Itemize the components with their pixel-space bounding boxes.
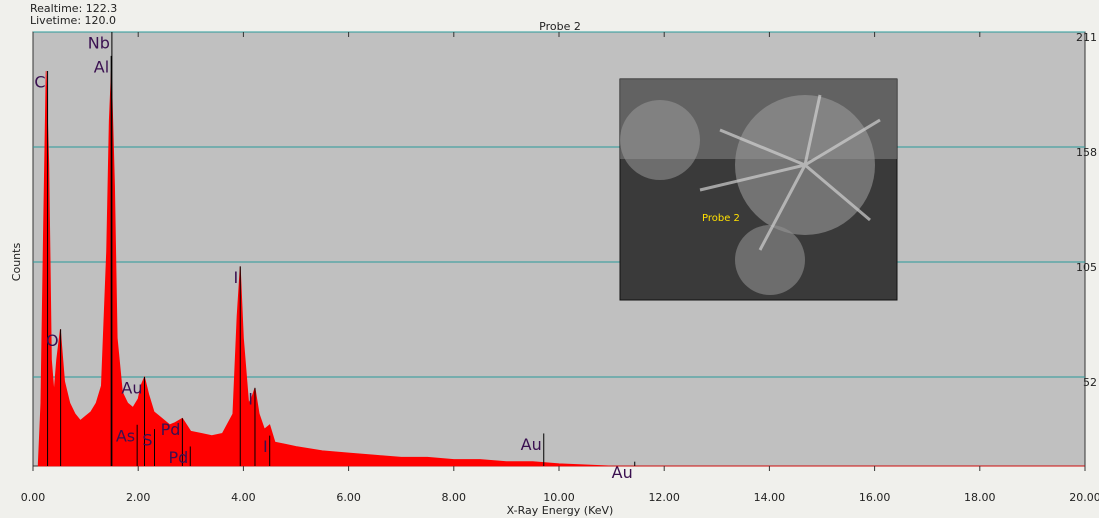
y-tick-label: 158	[1076, 146, 1097, 159]
peak-label: S	[142, 431, 152, 450]
x-tick-label: 6.00	[336, 491, 361, 504]
sem-image: Probe 2	[619, 78, 898, 301]
peak-label: Al	[94, 57, 109, 76]
peak-label: As	[116, 426, 135, 445]
spectrum	[37, 71, 1085, 467]
peak-label: Pd	[161, 420, 181, 439]
y-tick-label: 211	[1076, 31, 1097, 44]
peak-label: C	[34, 73, 45, 92]
realtime: Realtime: 122.3	[30, 2, 117, 15]
y-tick-label: 52	[1083, 376, 1097, 389]
peak-label: Au	[521, 435, 542, 454]
inset-label: Probe 2	[702, 213, 740, 224]
peak-label: I	[263, 437, 268, 456]
x-axis-label: X-Ray Energy (KeV)	[507, 504, 614, 517]
peak-label: O	[46, 331, 59, 350]
chart-title: Probe 2	[539, 20, 581, 33]
y-axis-label: Counts	[10, 243, 23, 282]
x-tick-label: 18.00	[964, 491, 996, 504]
x-tick-label: 2.00	[126, 491, 151, 504]
livetime: Livetime: 120.0	[30, 14, 116, 27]
peak-label: I	[248, 389, 253, 408]
x-tick-label: 16.00	[859, 491, 891, 504]
y-tick-label: 105	[1076, 261, 1097, 274]
x-tick-label: 0.00	[21, 491, 46, 504]
peak-label: Pd	[168, 448, 188, 467]
x-tick-label: 14.00	[754, 491, 786, 504]
peak-label: I	[234, 268, 239, 287]
x-tick-label: 4.00	[231, 491, 256, 504]
x-tick-label: 20.00	[1069, 491, 1099, 504]
plot-area	[32, 31, 1086, 467]
peak-label: Au	[612, 463, 633, 482]
x-tick-label: 10.00	[543, 491, 575, 504]
peak-label: Au	[121, 379, 142, 398]
x-tick-label: 8.00	[442, 491, 467, 504]
peak-label: Nb	[88, 34, 110, 53]
x-tick-label: 12.00	[648, 491, 680, 504]
